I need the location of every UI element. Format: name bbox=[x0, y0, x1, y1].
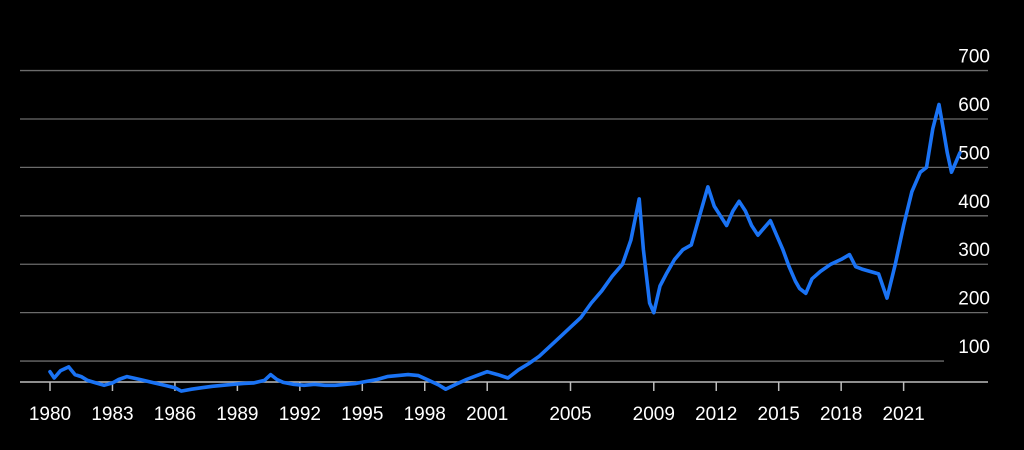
y-tick-label: 300 bbox=[958, 240, 990, 261]
x-tick-label: 1983 bbox=[91, 404, 133, 425]
x-tick-label: 1980 bbox=[29, 404, 71, 425]
y-tick-label: 200 bbox=[958, 289, 990, 310]
x-tick-label: 1992 bbox=[279, 404, 321, 425]
x-tick-label: 2001 bbox=[466, 404, 508, 425]
x-tick-label: 2021 bbox=[882, 404, 924, 425]
y-tick-label: 100 bbox=[958, 337, 990, 358]
x-axis: 1980 1983 1986 1989 1992 1995 1998 2001 2005 2009… bbox=[29, 382, 925, 425]
x-tick-label: 2012 bbox=[695, 404, 737, 425]
x-tick-label: 1995 bbox=[341, 404, 383, 425]
y-tick-label: 400 bbox=[958, 192, 990, 213]
x-tick-label: 2018 bbox=[820, 404, 862, 425]
x-tick-label: 1989 bbox=[216, 404, 258, 425]
y-tick-label: 500 bbox=[958, 143, 990, 164]
y-tick-label: 700 bbox=[958, 47, 990, 68]
x-tick-label: 2015 bbox=[758, 404, 800, 425]
series-line-0 bbox=[48, 102, 962, 393]
x-tick-label: 1998 bbox=[404, 404, 446, 425]
grid-lines bbox=[20, 69, 988, 362]
y-tick-label: 600 bbox=[958, 95, 990, 116]
x-tick-label: 2005 bbox=[549, 404, 591, 425]
y-axis: 100 200 300 400 500 600 700 bbox=[958, 47, 990, 359]
x-tick-label: 2009 bbox=[633, 404, 675, 425]
x-tick-label: 1986 bbox=[154, 404, 196, 425]
series-group bbox=[48, 102, 962, 393]
